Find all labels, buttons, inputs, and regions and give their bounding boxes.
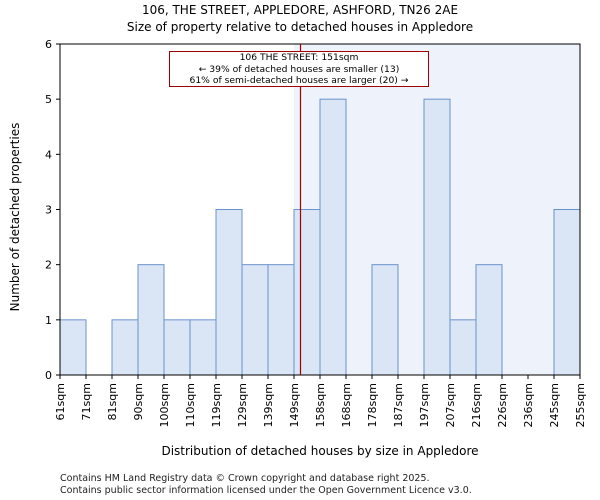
bar-119sqm	[215, 209, 243, 376]
footer-line-1: Contains HM Land Registry data © Crown c…	[60, 473, 430, 484]
bar-216sqm	[475, 264, 503, 376]
x-tick-label: 110sqm	[184, 383, 197, 427]
x-tick-label: 71sqm	[80, 383, 93, 420]
x-tick-label: 149sqm	[288, 383, 301, 427]
bar-178sqm	[371, 264, 399, 376]
x-tick-label: 168sqm	[340, 383, 353, 427]
x-axis-label: Distribution of detached houses by size …	[161, 444, 479, 458]
x-tick-label: 100sqm	[158, 383, 171, 427]
x-tick-label: 81sqm	[106, 383, 119, 420]
bar-110sqm	[189, 319, 217, 376]
x-tick-label: 90sqm	[132, 383, 145, 420]
annotation-line-3: 61% of semi-detached houses are larger (…	[189, 75, 409, 86]
bar-207sqm	[449, 319, 477, 376]
y-tick-label: 0	[45, 369, 52, 382]
x-tick-label: 61sqm	[54, 383, 67, 420]
bar-100sqm	[163, 319, 191, 376]
property-annotation-box: 106 THE STREET: 151sqm ← 39% of detached…	[169, 51, 429, 87]
y-tick-label: 2	[45, 259, 52, 272]
y-axis-label: Number of detached properties	[8, 122, 22, 312]
x-tick-label: 139sqm	[262, 383, 275, 427]
bar-139sqm	[267, 264, 295, 376]
x-tick-label: 207sqm	[444, 383, 457, 427]
bar-61sqm	[59, 319, 87, 376]
bar-81sqm	[111, 319, 139, 376]
bar-129sqm	[241, 264, 269, 376]
chart-subtitle: Size of property relative to detached ho…	[126, 20, 474, 34]
y-tick-label: 6	[45, 38, 52, 51]
y-tick-label: 5	[45, 93, 52, 106]
footer-line-2: Contains public sector information licen…	[60, 485, 472, 496]
x-tick-label: 255sqm	[574, 383, 587, 427]
bar-149sqm	[293, 209, 321, 376]
x-tick-label: 197sqm	[418, 383, 431, 427]
annotation-line-1: 106 THE STREET: 151sqm	[239, 52, 359, 63]
x-tick-label: 226sqm	[496, 383, 509, 427]
annotation-line-2: ← 39% of detached houses are smaller (13…	[198, 63, 400, 75]
chart-title: 106, THE STREET, APPLEDORE, ASHFORD, TN2…	[141, 3, 459, 17]
x-tick-label: 187sqm	[392, 383, 405, 427]
bar-90sqm	[137, 264, 165, 376]
y-tick-label: 1	[45, 314, 52, 327]
x-tick-label: 129sqm	[236, 383, 249, 427]
bar-245sqm	[553, 209, 581, 376]
x-tick-label: 236sqm	[522, 383, 535, 427]
x-tick-label: 158sqm	[314, 383, 327, 427]
y-tick-label: 4	[45, 148, 52, 161]
x-tick-label: 178sqm	[366, 383, 379, 427]
x-tick-label: 245sqm	[548, 383, 561, 427]
bar-197sqm	[423, 98, 451, 376]
x-tick-label: 216sqm	[470, 383, 483, 427]
x-tick-label: 119sqm	[210, 383, 223, 427]
bar-158sqm	[319, 98, 347, 376]
y-tick-label: 3	[45, 204, 52, 217]
